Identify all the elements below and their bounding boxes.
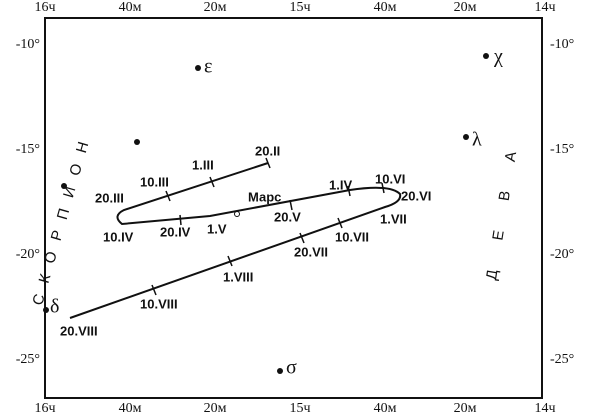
- date-label: 1.III: [192, 157, 214, 172]
- ra-label: 20м: [204, 401, 227, 416]
- star-label: χ: [493, 46, 503, 68]
- star: [483, 53, 489, 59]
- ra-label: 20м: [204, 0, 227, 15]
- date-label: 1.V: [207, 221, 227, 236]
- mars-symbol: [234, 211, 240, 217]
- date-labels: 20.II 1.III 10.III 20.III 10.IV 20.IV 1.…: [60, 143, 431, 338]
- date-label: 10.IV: [103, 229, 134, 244]
- star: [463, 134, 469, 140]
- star-label: λ: [472, 129, 482, 151]
- planet-label: Марс: [248, 189, 281, 204]
- ra-label: 14ч: [534, 0, 555, 15]
- date-label: 1.VII: [380, 211, 407, 226]
- star-label: σ: [286, 357, 297, 379]
- dec-label: -25°: [16, 352, 40, 367]
- dec-label: -15°: [16, 142, 40, 157]
- date-label: 10.VI: [375, 171, 405, 186]
- stars: ε χ λ σ δ: [43, 46, 503, 379]
- dec-label: -15°: [550, 142, 574, 157]
- ra-label: 16ч: [34, 401, 55, 416]
- ra-label: 15ч: [289, 401, 310, 416]
- date-label: 20.IV: [160, 224, 191, 239]
- ra-label: 16ч: [34, 0, 55, 15]
- date-label: 20.V: [274, 209, 301, 224]
- star-label: δ: [50, 296, 59, 318]
- mars-path: [69, 162, 402, 319]
- ra-label: 20м: [454, 401, 477, 416]
- star: [277, 368, 283, 374]
- dec-label: -25°: [550, 352, 574, 367]
- ra-label: 40м: [119, 0, 142, 15]
- ra-label: 15ч: [289, 0, 310, 15]
- star: [134, 139, 140, 145]
- ra-label: 40м: [119, 401, 142, 416]
- dec-right: -10° -15° -20° -25°: [550, 37, 574, 367]
- ra-label: 40м: [374, 401, 397, 416]
- date-label: 10.VII: [335, 229, 369, 244]
- path-ticks: [151, 157, 385, 296]
- date-label: 20.VI: [401, 188, 431, 203]
- star: [61, 183, 67, 189]
- dec-label: -10°: [16, 37, 40, 52]
- ra-label: 40м: [374, 0, 397, 15]
- frame: [44, 17, 543, 399]
- star-label: ε: [204, 56, 212, 78]
- dec-label: -20°: [16, 247, 40, 262]
- dec-label: -20°: [550, 247, 574, 262]
- date-label: 10.VIII: [140, 296, 178, 311]
- dec-label: -10°: [550, 37, 574, 52]
- dec-left: -10° -15° -20° -25°: [16, 37, 40, 367]
- star: [43, 307, 49, 313]
- ra-label: 14ч: [534, 401, 555, 416]
- date-label: 1.VIII: [223, 269, 253, 284]
- ra-bottom: 16ч 40м 20м 15ч 40м 20м 14ч: [34, 401, 555, 416]
- constellation-label: ДЕВА: [483, 121, 525, 281]
- date-label: 20.VII: [294, 244, 328, 259]
- date-label: 20.II: [255, 143, 280, 158]
- ra-label: 20м: [454, 0, 477, 15]
- date-label: 20.VIII: [60, 323, 98, 338]
- star: [195, 65, 201, 71]
- ra-top: 16ч 40м 20м 15ч 40м 20м 14ч: [34, 0, 555, 15]
- date-label: 10.III: [140, 174, 169, 189]
- date-label: 1.IV: [329, 177, 352, 192]
- date-label: 20.III: [95, 190, 124, 205]
